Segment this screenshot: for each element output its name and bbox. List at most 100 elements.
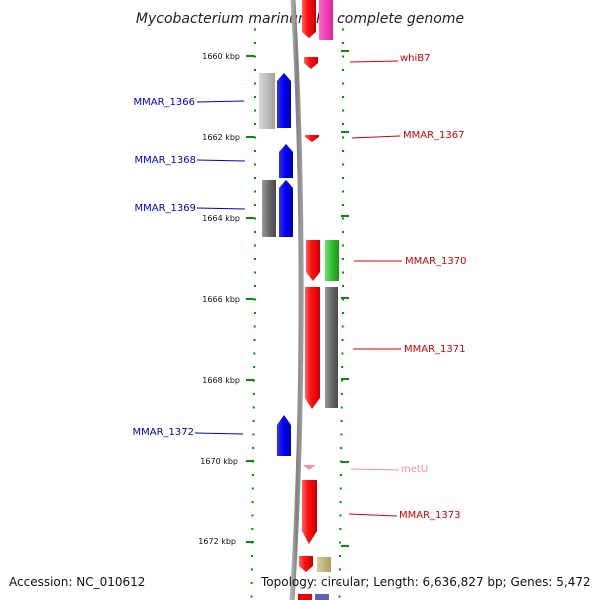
scale-dot xyxy=(254,285,256,287)
scale-dot xyxy=(251,474,254,476)
genome-backbone xyxy=(289,0,304,600)
scale-dot xyxy=(339,528,342,530)
scale-dot xyxy=(254,42,256,44)
scale-dot xyxy=(342,244,344,247)
scale-dot xyxy=(254,190,256,193)
scale-dot xyxy=(254,55,256,58)
gene-MMAR_1370[interactable] xyxy=(306,240,320,281)
scale-dot xyxy=(254,217,256,220)
scale-dot xyxy=(342,136,344,139)
gene-MMAR_1372[interactable] xyxy=(277,415,291,456)
map-title: Mycobacterium marinum M, complete genome xyxy=(136,11,464,27)
scale-dot xyxy=(253,339,256,341)
bottom-tan-feature xyxy=(317,557,331,572)
ortholog-block xyxy=(325,240,339,281)
scale-dot xyxy=(342,55,344,58)
scale-dot xyxy=(339,541,342,544)
scale-dot xyxy=(340,420,343,422)
scale-dot xyxy=(254,258,256,260)
scale-dot xyxy=(254,123,256,125)
topology-text: Topology: circular; Length: 6,636,827 bp… xyxy=(261,575,591,589)
scale-dot xyxy=(342,150,344,152)
scale-dot xyxy=(342,217,344,220)
scale-dot xyxy=(338,595,341,598)
scale-ticks xyxy=(246,50,349,547)
scale-dot xyxy=(341,312,344,314)
scale-dot xyxy=(254,109,256,112)
gene-whiB7[interactable] xyxy=(304,57,318,69)
leader-MMAR_1366 xyxy=(196,100,245,103)
gene-MMAR_1368[interactable] xyxy=(279,144,293,178)
kbp-label: 1672 kbp xyxy=(198,537,236,546)
accession-text: Accession: NC_010612 xyxy=(9,575,146,589)
gene-MMAR_1373[interactable] xyxy=(302,480,317,544)
scale-dot xyxy=(254,15,256,17)
label-MMAR_1371[interactable]: MMAR_1371 xyxy=(404,344,466,355)
scale-dot xyxy=(254,231,256,233)
scale-dot xyxy=(341,352,344,355)
scale-dot xyxy=(253,325,256,328)
gene-metU[interactable] xyxy=(303,465,316,470)
scale-dot xyxy=(253,312,256,314)
leader-whiB7 xyxy=(349,60,399,63)
scale-dot xyxy=(251,528,254,530)
scale-dot xyxy=(342,177,344,179)
scale-dot xyxy=(252,393,255,395)
scale-dot xyxy=(342,82,344,85)
kbp-label: 1660 kbp xyxy=(202,52,240,61)
gene-MMAR_1371[interactable] xyxy=(305,287,320,409)
leader-metU xyxy=(350,468,400,471)
gene-MMAR_1367[interactable] xyxy=(305,135,319,142)
bottom-red-feature xyxy=(299,556,313,572)
scale-dot xyxy=(342,258,344,260)
label-MMAR_1369[interactable]: MMAR_1369 xyxy=(135,203,197,214)
scale-dot xyxy=(251,514,254,517)
scale-dot xyxy=(254,244,256,247)
label-MMAR_1372[interactable]: MMAR_1372 xyxy=(133,427,195,438)
leader-MMAR_1367 xyxy=(351,135,401,139)
scale-dot xyxy=(251,501,254,503)
scale-dot xyxy=(338,555,341,557)
scale-dot xyxy=(342,271,344,274)
scale-dot xyxy=(251,487,254,490)
scale-dot xyxy=(254,271,256,274)
scale-dot xyxy=(341,339,344,341)
gene-MMAR_1369[interactable] xyxy=(279,180,293,237)
label-MMAR_1370[interactable]: MMAR_1370 xyxy=(405,256,467,267)
label-MMAR_1368[interactable]: MMAR_1368 xyxy=(135,155,197,166)
leader-MMAR_1372 xyxy=(194,432,244,435)
top-pink-feature xyxy=(319,0,333,40)
label-MMAR_1366[interactable]: MMAR_1366 xyxy=(134,97,196,108)
scale-dot xyxy=(341,325,344,328)
scale-dot xyxy=(339,501,342,503)
scale-dot xyxy=(342,28,344,31)
scale-dot xyxy=(342,15,344,17)
scale-dot xyxy=(254,28,256,31)
label-MMAR_1367[interactable]: MMAR_1367 xyxy=(403,130,465,141)
label-MMAR_1373[interactable]: MMAR_1373 xyxy=(399,510,461,521)
leader-MMAR_1369 xyxy=(196,207,246,210)
gene-MMAR_1366[interactable] xyxy=(277,73,291,128)
scale-dot xyxy=(254,96,256,98)
label-metU[interactable]: metU xyxy=(401,464,428,475)
kbp-label: 1670 kbp xyxy=(200,457,238,466)
scale-dot xyxy=(342,204,344,206)
label-whiB7[interactable]: whiB7 xyxy=(400,53,431,64)
scale-dot xyxy=(342,109,344,112)
kbp-label: 1666 kbp xyxy=(202,295,240,304)
top-red-feature xyxy=(302,0,316,38)
scale-dot xyxy=(339,474,342,476)
bottom-red-strip xyxy=(298,594,312,600)
scale-dot xyxy=(342,298,344,301)
scale-dot xyxy=(254,163,256,166)
scale-dot xyxy=(254,136,256,139)
scale-dot xyxy=(252,420,255,422)
scale-dot xyxy=(252,447,255,449)
leader-MMAR_1368 xyxy=(196,159,246,162)
kbp-label: 1668 kbp xyxy=(202,376,240,385)
scale-dot xyxy=(342,96,344,98)
scale-dot xyxy=(338,582,341,584)
scale-dot xyxy=(250,568,253,571)
scale-dot xyxy=(254,204,256,206)
